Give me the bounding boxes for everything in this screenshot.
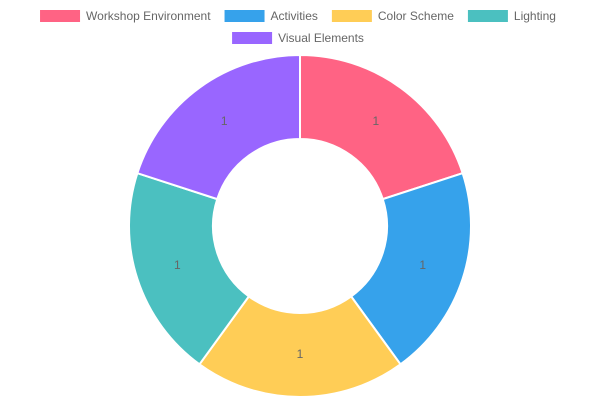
legend-label: Workshop Environment xyxy=(86,9,211,23)
legend-swatch xyxy=(331,10,372,22)
legend-label: Activities xyxy=(271,9,318,23)
legend-label: Lighting xyxy=(514,9,556,23)
legend-swatch xyxy=(40,10,81,22)
doughnut-segment xyxy=(198,294,402,398)
legend-swatch xyxy=(467,10,508,22)
legend-swatch xyxy=(232,32,273,44)
legend-item[interactable]: Lighting xyxy=(467,9,556,23)
data-label: 1 xyxy=(419,258,426,272)
legend-item[interactable]: Visual Elements xyxy=(232,31,364,45)
legend-swatch xyxy=(224,10,265,22)
legend-item[interactable]: Workshop Environment xyxy=(40,9,211,23)
legend-label: Visual Elements xyxy=(278,31,364,45)
legend-item[interactable]: Color Scheme xyxy=(331,9,454,23)
doughnut-segment xyxy=(299,53,464,201)
data-label: 1 xyxy=(174,258,181,272)
doughnut-segment xyxy=(136,53,301,201)
data-label: 1 xyxy=(297,347,304,361)
data-label: 1 xyxy=(221,114,228,128)
data-label: 1 xyxy=(372,114,379,128)
legend-label: Color Scheme xyxy=(378,9,454,23)
legend-item[interactable]: Activities xyxy=(224,9,318,23)
doughnut-segment xyxy=(128,171,251,366)
doughnut-segment xyxy=(349,171,472,366)
